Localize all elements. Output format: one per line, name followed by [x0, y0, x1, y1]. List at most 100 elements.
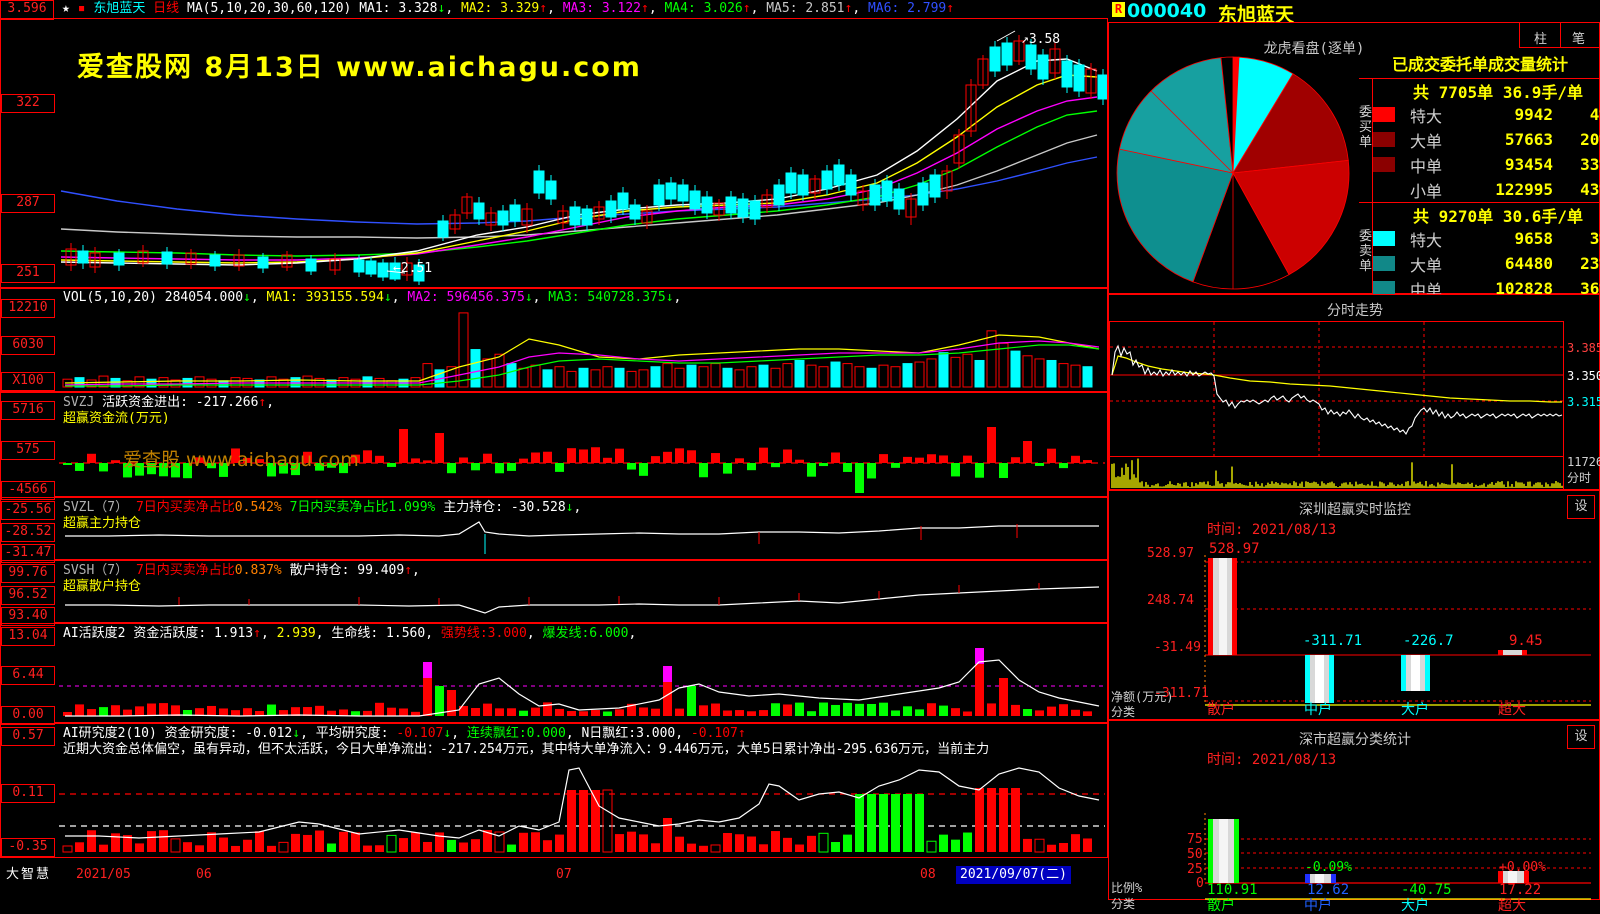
intraday-label-high: 3.385: [1567, 341, 1600, 355]
order-flow-panel[interactable]: 龙虎看盘(逐单) 柱 笔: [1108, 22, 1600, 326]
svsh-line-canvas: [65, 583, 1100, 614]
ai-activity-panel[interactable]: 13.04 6.44 0.00 AI活跃度2 资金活跃度: 1.913↑, 2.…: [0, 623, 1108, 725]
watermark-secondary: 爱查股 www.aichagu.com: [123, 449, 359, 471]
svzl-title-line: SVZL（7） 7日内买卖净占比0.542% 7日内买卖净占比1.099% 主力…: [63, 500, 582, 515]
svzl-tick-mid: -28.52: [1, 523, 55, 542]
vol-ma-sep: ,: [532, 290, 541, 305]
sell-value: 102828: [1495, 279, 1554, 298]
svsh-panel[interactable]: 99.76 96.52 93.40 SVSH（7） 7日内买卖净占比0.837%…: [0, 560, 1108, 626]
watermark-primary: 爱查股网 8月13日 www.aichagu.com: [77, 52, 642, 83]
monitor-y-title: 净额(万元): [1111, 690, 1174, 704]
ai-activity-canvas: [59, 648, 1105, 717]
sell-value: 64480: [1504, 254, 1554, 273]
monitor-time: 时间: 2021/08/13: [1207, 522, 1337, 538]
ma-arrow-2: ↑: [539, 1, 548, 16]
volume-panel[interactable]: 12210 6030 X100 VOL(5,10,20) 284054.000 ↓…: [0, 288, 1108, 392]
volume-bars-canvas: [62, 312, 1100, 388]
svzj-bars-canvas: [59, 427, 1105, 493]
ma-arrow-5: ↑: [844, 1, 853, 16]
intraday-title: 分时走势: [1327, 303, 1383, 319]
monitor-value-0: 528.97: [1209, 541, 1260, 557]
vol-ma-item-3: MA3: 540728.375: [540, 290, 666, 305]
aiact-code: AI活跃度2: [63, 626, 126, 641]
ma-sep: ,: [852, 1, 861, 16]
low-price-annotation: ←2.51: [393, 261, 433, 276]
vol-ma-arrow-3: ↓: [665, 290, 674, 305]
svsh-subtitle: 超赢散户持仓: [63, 579, 142, 594]
tab-tick[interactable]: 笔: [1572, 32, 1586, 47]
monitor-value-3: 9.45: [1509, 633, 1543, 649]
realtime-monitor-panel[interactable]: 深圳超赢实时监控 设 时间: 2021/08/13: [1108, 490, 1600, 720]
period-label[interactable]: 日线: [153, 1, 180, 16]
vol-ma-arrow-1: ↓: [383, 290, 392, 305]
time-tick-0: 2021/05: [76, 867, 131, 882]
buy-color-swatch-icon: [1373, 182, 1395, 197]
buy-pct: 20%: [1580, 130, 1600, 149]
svzl-line-canvas: [65, 521, 1099, 554]
sell-name: 特大: [1410, 230, 1443, 250]
high-price-annotation: ↗3.58: [1021, 32, 1061, 47]
sell-value: 9658: [1514, 229, 1554, 248]
svsh-metric1-value: 0.837%: [234, 563, 282, 578]
monitor-cat-1: 中户: [1304, 702, 1332, 718]
ma-item-6: MA6: 2.799: [860, 1, 947, 16]
right-stock-header: R 000040 东旭蓝天: [1108, 0, 1600, 26]
sell-color-swatch-icon: [1373, 256, 1396, 271]
sell-name: 大单: [1410, 255, 1443, 275]
intraday-label-low: 3.315: [1567, 395, 1600, 409]
monitor-value-1: -311.71: [1303, 633, 1363, 649]
ai-research-panel[interactable]: 0.57 0.11 -0.35 AI研究度2(10) 资金研究度: -0.012…: [0, 723, 1108, 858]
sell-row: 特大 9658 3%: [1373, 226, 1600, 251]
vol-formula-label: VOL(5,10,20): [63, 290, 157, 305]
buy-name: 大单: [1410, 131, 1443, 151]
intraday-price-area: [1109, 321, 1564, 457]
svsh-title-line: SVSH（7） 7日内买卖净占比0.837% 散户持仓: 99.409↑,: [63, 563, 420, 578]
aiact-tick-mid: 6.44: [1, 666, 55, 685]
monitor-cat-2: 大户: [1401, 702, 1429, 718]
buy-row: 中单 93454 33%: [1373, 152, 1600, 177]
intraday-label-mid: 3.350: [1567, 369, 1600, 383]
ai-research-commentary: 近期大资金总体偏空，虽有异动，但不太活跃，今日大单净流出：-217.254万元，…: [63, 742, 990, 757]
order-stats-block: 已成交委托单成交量统计 委买单 共 7705单 36.9手/单 特大 9942 4%…: [1359, 47, 1600, 326]
monitor-axis-0: 528.97: [1147, 546, 1194, 561]
classify-panel[interactable]: 深市超赢分类统计 设 时间: 2021/08/13: [1108, 720, 1600, 913]
vol-ma-list: MA1: 393155.594↓, MA2: 596456.375↓, MA3:…: [267, 290, 682, 305]
svzl-metric3-value: -30.528: [510, 500, 566, 515]
right-column: R 000040 东旭蓝天 龙虎看盘(逐单) 柱 笔: [1108, 0, 1600, 913]
svsh-metric2-label: 散户持仓:: [289, 563, 350, 578]
svzl-panel[interactable]: -25.56 -28.52 -31.47 SVZL（7） 7日内买卖净占比0.5…: [0, 497, 1108, 563]
price-tick-322: 322: [1, 94, 55, 113]
buy-name: 小单: [1410, 181, 1443, 201]
monitor-value-2: -226.7: [1403, 633, 1454, 649]
ma-item-4: MA4: 3.026: [656, 1, 743, 16]
view-tabs[interactable]: 柱 笔: [1519, 23, 1600, 48]
classify-title: 深市超赢分类统计: [1299, 732, 1411, 748]
sell-pct: 36%: [1580, 279, 1600, 298]
svzj-panel[interactable]: 5716 575 -4566 SVZJ 活跃资金进出: -217.266↑, 超…: [0, 392, 1108, 500]
order-flow-pie-chart: [1116, 56, 1350, 290]
favorite-star-icon[interactable]: ★: [62, 1, 70, 16]
monitor-bar-super: [1498, 650, 1527, 655]
svzl-subtitle: 超赢主力持仓: [63, 516, 142, 531]
classify-bar-super: [1498, 871, 1529, 883]
vol-ma-sep: ,: [391, 290, 400, 305]
intraday-panel[interactable]: 分时走势 3.385 3.350 3.315: [1108, 294, 1600, 490]
svzj-label: 活跃资金进出:: [102, 395, 188, 410]
aiact-tick-low: 0.00: [1, 706, 55, 725]
intraday-volume-canvas: [1111, 458, 1563, 488]
classify-bar-retail: [1208, 819, 1239, 883]
ma-sep: ,: [547, 1, 555, 16]
intraday-price-canvas: [1110, 322, 1563, 456]
classify-x-title: 分类: [1111, 897, 1136, 911]
time-tick-3: 08: [920, 867, 936, 882]
classify-pct-1: -0.09%: [1305, 860, 1352, 875]
ma-sep: ,: [648, 1, 657, 16]
buy-value: 9942: [1514, 105, 1554, 124]
classify-settings-button[interactable]: 设: [1567, 725, 1595, 749]
buy-rows-list: 特大 9942 4% 大单 57663 20% 中单 93454 33% 小单 122995 43%: [1373, 102, 1600, 202]
candlestick-panel[interactable]: 322 287 251: [0, 18, 1108, 288]
ma-item-5: MA5: 2.851: [758, 1, 845, 16]
monitor-bar-retail: [1208, 558, 1237, 655]
monitor-settings-button[interactable]: 设: [1567, 495, 1595, 519]
tab-column[interactable]: 柱: [1534, 32, 1548, 47]
